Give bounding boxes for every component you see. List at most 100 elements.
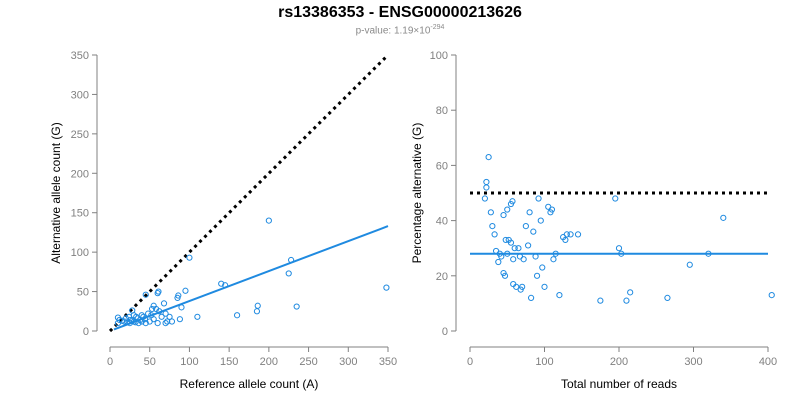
- y-tick-label: 40: [436, 216, 448, 228]
- data-point: [501, 272, 509, 279]
- y-tick-label: 200: [71, 168, 89, 180]
- data-point: [142, 291, 149, 298]
- data-point: [483, 184, 490, 191]
- data-point: [154, 320, 161, 327]
- data-point: [253, 308, 261, 315]
- data-point: [541, 283, 548, 290]
- data-point: [510, 256, 517, 263]
- data-point: [705, 250, 712, 257]
- x-tick-label: 300: [684, 356, 702, 368]
- y-tick-label: 350: [71, 50, 89, 62]
- x-tick-label: 300: [339, 356, 357, 368]
- chart-title: rs13386353 - ENSG00000213626: [278, 4, 522, 21]
- data-point: [515, 245, 522, 252]
- y-tick-label: 150: [71, 208, 89, 220]
- data-point: [158, 313, 165, 320]
- data-point: [618, 250, 625, 257]
- allele-count-scatter-panel: 0 50 100 150 200 250 300 350 0 50 100 150 200 250 300 3…: [49, 50, 397, 391]
- data-point: [150, 316, 157, 323]
- data-point: [287, 256, 295, 264]
- data-point: [495, 258, 502, 266]
- x-tick-label: 100: [535, 356, 553, 368]
- data-point: [530, 228, 537, 235]
- data-point: [535, 195, 542, 202]
- data-point: [500, 211, 507, 219]
- y-tick-label: 50: [77, 287, 89, 299]
- data-point: [513, 283, 520, 290]
- data-point: [176, 316, 183, 323]
- data-point: [222, 282, 229, 289]
- data-point: [148, 305, 156, 313]
- data-point: [519, 283, 526, 290]
- data-point: [522, 223, 529, 230]
- data-point: [532, 253, 539, 260]
- data-point: [254, 302, 261, 309]
- y-tick-label: 250: [71, 129, 89, 141]
- data-point: [550, 256, 557, 263]
- y-tick-label: 0: [83, 326, 89, 338]
- data-point: [556, 292, 563, 299]
- x-tick-label: 200: [260, 356, 278, 368]
- x-tick-label: 50: [144, 356, 156, 368]
- y-axis-title: Alternative allele count (G): [49, 122, 63, 263]
- y-tick-label: 100: [430, 50, 448, 62]
- data-point: [511, 245, 518, 252]
- x-tick-label: 0: [467, 356, 473, 368]
- x-axis-title: Total number of reads: [561, 377, 677, 391]
- data-point: [623, 297, 630, 304]
- data-point: [194, 313, 201, 320]
- data-point: [168, 318, 176, 325]
- data-point: [114, 314, 122, 321]
- x-tick-label: 250: [299, 356, 317, 368]
- y-tick-label: 60: [436, 160, 448, 172]
- data-point: [218, 280, 225, 287]
- data-point: [720, 214, 727, 221]
- data-point: [615, 245, 623, 252]
- x-tick-label: 350: [379, 356, 397, 368]
- data-point: [162, 310, 169, 317]
- data-point: [142, 320, 149, 327]
- data-point: [156, 308, 163, 315]
- data-point: [182, 287, 189, 294]
- data-point: [507, 239, 515, 246]
- data-point: [166, 313, 173, 320]
- data-point: [768, 292, 775, 299]
- x-tick-label: 200: [610, 356, 628, 368]
- data-point: [129, 307, 136, 314]
- data-point: [552, 250, 559, 257]
- x-tick-label: 0: [107, 356, 113, 368]
- y-tick-label: 20: [436, 271, 448, 283]
- data-point: [563, 231, 570, 238]
- data-point: [121, 318, 128, 325]
- data-point: [138, 312, 145, 319]
- data-point: [285, 270, 292, 277]
- data-point: [562, 236, 569, 244]
- x-tick-label: 150: [220, 356, 238, 368]
- data-point: [574, 231, 582, 238]
- data-point: [509, 198, 516, 205]
- data-point: [520, 256, 527, 263]
- data-point: [627, 289, 634, 296]
- p-value-text: p-value: 1.19×10: [355, 25, 431, 37]
- data-point: [265, 217, 272, 224]
- data-point: [233, 312, 241, 319]
- data-point: [526, 209, 533, 216]
- data-point: [162, 320, 169, 327]
- x-tick-label: 100: [180, 356, 198, 368]
- data-point: [664, 294, 671, 301]
- data-point: [141, 316, 149, 323]
- data-point: [489, 223, 496, 230]
- data-point: [498, 253, 505, 260]
- data-point: [178, 304, 185, 311]
- p-value-subtitle: p-value: 1.19×10-294: [0, 24, 800, 36]
- data-point: [533, 272, 541, 279]
- y-tick-label: 100: [71, 247, 89, 259]
- x-tick-label: 400: [759, 356, 777, 368]
- data-point: [537, 217, 544, 224]
- data-point: [135, 320, 142, 327]
- y-tick-label: 300: [71, 89, 89, 101]
- data-point: [567, 231, 574, 238]
- data-point: [491, 231, 498, 238]
- data-point: [612, 195, 619, 202]
